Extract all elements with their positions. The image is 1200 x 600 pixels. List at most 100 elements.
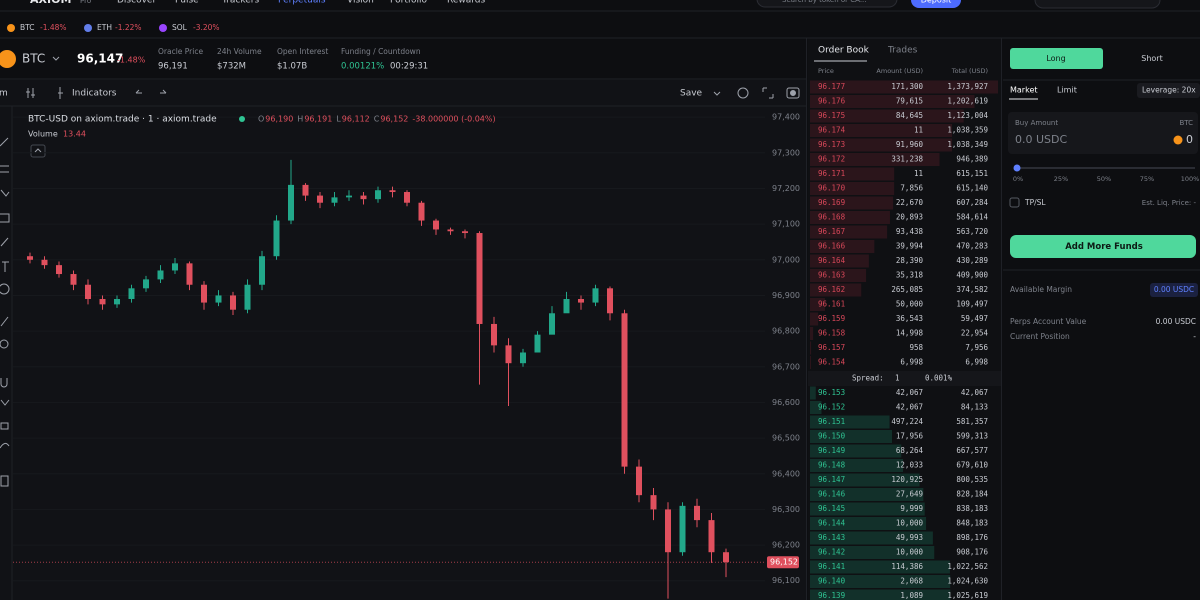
orderbook-tab[interactable]: Order Book — [818, 46, 870, 56]
candle-body — [447, 229, 454, 232]
candle-body — [592, 288, 599, 303]
logo: AXIOM — [30, 0, 71, 6]
nav-item[interactable]: Pulse — [175, 0, 199, 6]
trades-tab[interactable]: Trades — [887, 46, 918, 56]
row-price: 96.149 — [818, 446, 845, 455]
ticker-change[interactable]: -3.20% — [193, 23, 220, 32]
amount-box[interactable] — [1008, 112, 1198, 154]
stat-value: $1.07B — [277, 62, 307, 72]
row-amount: 36,543 — [896, 314, 923, 323]
legend-key: H — [297, 115, 303, 124]
row-total: 667,577 — [956, 446, 988, 455]
long-tab[interactable] — [1010, 48, 1103, 69]
depth-bar — [810, 269, 867, 282]
row-amount: 68,264 — [896, 446, 924, 455]
tpsl-checkbox[interactable] — [1009, 197, 1020, 208]
row-total: 22,954 — [961, 329, 989, 338]
stat-label: Oracle Price — [158, 47, 203, 56]
current-position-label: Current Position — [1010, 332, 1070, 341]
col-amount: Amount (USD) — [876, 67, 923, 75]
limit-tab[interactable]: Limit — [1057, 86, 1077, 95]
ticker-symbol[interactable]: SOL — [172, 23, 188, 32]
market-change: -1.48% — [117, 56, 146, 65]
slider-knob[interactable] — [1013, 164, 1021, 172]
row-amount: 91,960 — [896, 140, 924, 149]
ticker-symbol[interactable]: BTC — [20, 23, 35, 32]
candle-body — [360, 195, 367, 200]
depth-bar — [810, 182, 895, 195]
col-total: Total (USD) — [951, 67, 988, 75]
candle-body — [128, 288, 135, 300]
row-amount: 39,994 — [896, 242, 924, 251]
long-label[interactable]: Long — [1046, 54, 1065, 63]
depth-bar — [810, 386, 816, 400]
nav-item[interactable]: Trackers — [221, 0, 259, 6]
row-amount: 22,670 — [896, 198, 924, 207]
row-amount: 20,893 — [896, 213, 923, 222]
wallet-box[interactable] — [1034, 0, 1161, 9]
row-total: 470,283 — [956, 242, 988, 251]
candle-body — [520, 352, 526, 364]
slider-label: 100% — [1181, 175, 1200, 183]
indicators-button[interactable]: Indicators — [72, 89, 117, 99]
candle-body — [215, 295, 222, 303]
add-funds-label[interactable]: Add More Funds — [1065, 242, 1143, 252]
candle-body — [56, 265, 62, 275]
row-total: 42,067 — [961, 388, 988, 397]
row-price: 96.150 — [818, 432, 846, 441]
row-price: 96.151 — [818, 417, 845, 426]
leverage-box[interactable] — [1137, 83, 1200, 98]
chart-toolbar-icons[interactable] — [26, 56, 800, 158]
candle-body — [578, 299, 584, 303]
candle-body — [563, 299, 570, 314]
ticker-change[interactable]: -1.48% — [40, 23, 67, 32]
depth-bar — [810, 80, 998, 94]
nav-item[interactable]: Vision — [347, 0, 374, 6]
short-label[interactable]: Short — [1141, 54, 1162, 63]
ticker-change[interactable]: -1.22% — [115, 23, 142, 32]
amount-input[interactable]: 0.0 USDC — [1015, 133, 1067, 146]
legend-value: 96,152 — [380, 115, 408, 124]
candle-body — [404, 192, 410, 203]
row-price: 96.146 — [818, 490, 846, 499]
drawing-tools[interactable] — [0, 137, 10, 487]
row-total: 84,133 — [961, 403, 988, 412]
row-amount: 11 — [914, 169, 923, 178]
slider-label: 25% — [1054, 175, 1068, 183]
row-amount: 1,089 — [900, 591, 923, 600]
market-symbol[interactable]: BTC — [22, 52, 45, 66]
dividers — [0, 10, 1200, 600]
save-button[interactable]: Save — [680, 89, 703, 99]
market-tab[interactable]: Market — [1010, 86, 1038, 95]
depth-bar — [810, 502, 925, 516]
spread-step[interactable]: 1 — [895, 374, 900, 383]
candle-body — [288, 184, 294, 221]
depth-bar — [810, 546, 935, 559]
price-tick: 96,300 — [772, 505, 800, 514]
interval[interactable]: m — [0, 89, 8, 99]
depth-bar — [810, 473, 920, 487]
nav-item[interactable]: Discover — [117, 0, 156, 6]
legend-value: 96,112 — [342, 115, 370, 124]
depth-bar — [810, 225, 888, 239]
candle-body — [375, 190, 381, 200]
search-box[interactable] — [756, 0, 898, 8]
deposit-button[interactable] — [911, 0, 961, 8]
depth-bar — [810, 531, 933, 545]
row-total: 898,176 — [956, 533, 988, 542]
candle-body — [433, 220, 439, 230]
candle-body — [476, 233, 483, 324]
add-funds-button[interactable] — [1010, 235, 1196, 258]
nav-item[interactable]: Rewards — [447, 0, 486, 6]
depth-bar — [810, 575, 951, 588]
leverage[interactable]: Leverage: 20x — [1142, 86, 1196, 95]
depth-bar — [810, 153, 940, 166]
deposit-label[interactable]: Deposit — [921, 0, 952, 5]
nav-item[interactable]: Portfolio — [390, 0, 428, 6]
row-price: 96.161 — [818, 300, 845, 309]
row-price: 96.177 — [818, 82, 845, 91]
nav-item[interactable]: Perpetuals — [278, 0, 326, 6]
ticker-symbol[interactable]: ETH — [97, 23, 112, 32]
candle-body — [85, 284, 91, 300]
